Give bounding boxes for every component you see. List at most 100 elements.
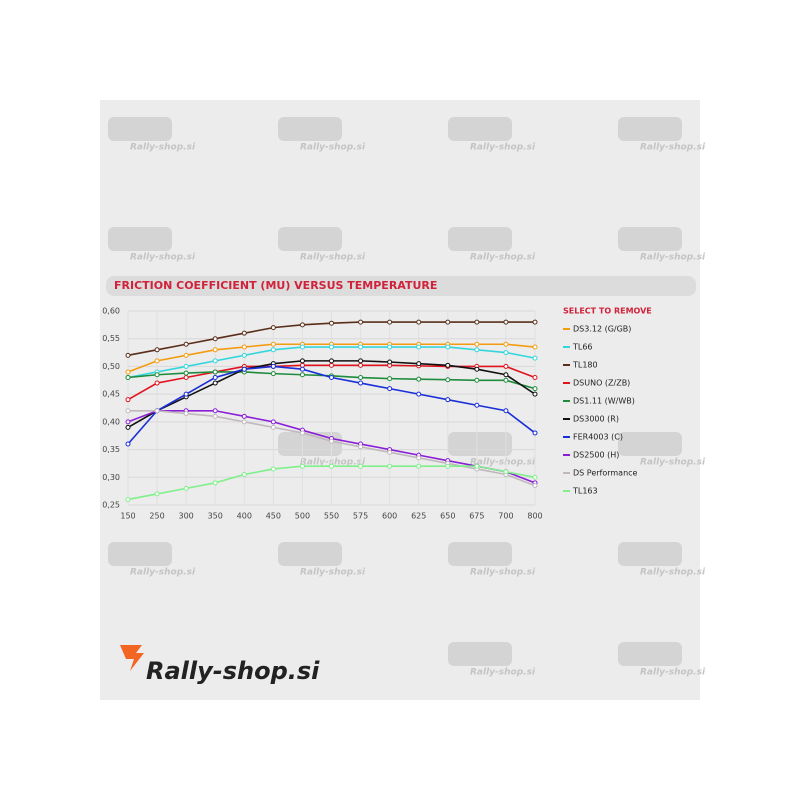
- x-tick-label: 625: [411, 512, 426, 521]
- watermark-icon: [448, 542, 512, 566]
- data-point: [387, 449, 393, 455]
- data-point: [358, 358, 364, 364]
- data-point: [125, 441, 131, 447]
- logo-icon: [120, 645, 144, 671]
- watermark-text: Rally-shop.si: [640, 458, 706, 468]
- data-point: [387, 376, 393, 382]
- data-point: [532, 344, 538, 350]
- legend-item[interactable]: TL163: [563, 487, 598, 496]
- data-point: [212, 380, 218, 386]
- watermark-text: Rally-shop.si: [640, 568, 706, 578]
- x-tick-label: 450: [266, 512, 281, 521]
- legend-item[interactable]: FER4003 (C): [563, 433, 623, 442]
- legend-item[interactable]: DS Performance: [563, 469, 638, 478]
- watermark-text: Rally-shop.si: [130, 253, 196, 263]
- watermark-text: Rally-shop.si: [300, 568, 366, 578]
- data-point: [183, 341, 189, 347]
- watermark-text: Rally-shop.si: [470, 253, 536, 263]
- x-tick-label: 700: [498, 512, 513, 521]
- legend-swatch: [563, 418, 570, 420]
- legend-item[interactable]: DS3.12 (G/GB): [563, 325, 631, 334]
- legend-item[interactable]: DS2500 (H): [563, 451, 619, 460]
- data-point: [299, 463, 305, 469]
- watermark-icon: [618, 117, 682, 141]
- data-point: [474, 377, 480, 383]
- y-tick-label: 0,55: [102, 334, 120, 343]
- data-point: [329, 362, 334, 368]
- watermark-text: Rally-shop.si: [470, 458, 536, 468]
- data-point: [212, 480, 218, 486]
- data-point: [503, 341, 509, 347]
- watermark-icon: [278, 117, 342, 141]
- y-tick-label: 0,35: [102, 445, 120, 454]
- data-point: [532, 375, 538, 381]
- data-point: [503, 372, 509, 378]
- legend-label: TL180: [572, 361, 598, 370]
- data-point: [154, 491, 160, 497]
- data-point: [387, 463, 393, 469]
- data-point: [270, 466, 276, 472]
- data-point: [270, 347, 276, 353]
- data-point: [154, 358, 160, 364]
- data-point: [299, 344, 305, 350]
- data-point: [329, 344, 334, 350]
- watermark-text: Rally-shop.si: [300, 143, 366, 153]
- x-tick-label: 650: [440, 512, 455, 521]
- data-point: [358, 319, 364, 325]
- legend-title: SELECT TO REMOVE: [563, 307, 652, 316]
- data-point: [329, 463, 334, 469]
- legend-item[interactable]: DSUNO (Z/ZB): [563, 379, 630, 388]
- watermark-icon: [448, 227, 512, 251]
- data-point: [416, 319, 422, 325]
- legend-swatch: [563, 346, 570, 348]
- legend-item[interactable]: DS1.11 (W/WB): [563, 397, 635, 406]
- data-point: [125, 496, 131, 502]
- legend-label: FER4003 (C): [573, 433, 623, 442]
- data-point: [358, 344, 364, 350]
- data-point: [445, 463, 451, 469]
- data-point: [241, 344, 247, 350]
- data-point: [445, 319, 451, 325]
- data-point: [329, 358, 334, 364]
- data-point: [416, 361, 422, 367]
- data-point: [474, 402, 480, 408]
- legend-item[interactable]: DS3000 (R): [563, 415, 619, 424]
- data-point: [503, 408, 509, 414]
- legend-label: TL66: [572, 343, 593, 352]
- watermark-text: Rally-shop.si: [130, 143, 196, 153]
- data-point: [329, 375, 334, 381]
- data-point: [358, 463, 364, 469]
- data-point: [358, 380, 364, 386]
- watermark-icon: [618, 432, 682, 456]
- data-point: [270, 363, 276, 369]
- data-point: [183, 370, 189, 376]
- data-point: [125, 408, 131, 414]
- watermark-icon: [618, 542, 682, 566]
- y-tick-label: 0,60: [102, 307, 120, 316]
- data-point: [125, 424, 131, 430]
- watermark-text: Rally-shop.si: [300, 253, 366, 263]
- watermarks: Rally-shop.si Rally-shop.si Rally-shop.si R…: [108, 117, 706, 678]
- series: [125, 363, 538, 447]
- data-point: [474, 463, 480, 469]
- watermark-text: Rally-shop.si: [640, 253, 706, 263]
- data-point: [125, 369, 131, 375]
- data-point: [299, 322, 305, 328]
- legend-label: DS1.11 (W/WB): [573, 397, 635, 406]
- data-point: [241, 419, 247, 425]
- legend-item[interactable]: TL180: [563, 361, 598, 370]
- watermark-icon: [108, 117, 172, 141]
- legend-item[interactable]: TL66: [563, 343, 593, 352]
- data-point: [416, 463, 422, 469]
- legend-swatch: [563, 400, 570, 402]
- y-tick-label: 0,50: [102, 362, 120, 371]
- data-point: [532, 391, 538, 397]
- x-tick-label: 500: [295, 512, 310, 521]
- legend-label: DS Performance: [573, 469, 638, 478]
- watermark-icon: [448, 642, 512, 666]
- data-point: [270, 419, 276, 425]
- legend-swatch: [563, 472, 570, 474]
- data-point: [445, 362, 451, 368]
- series: [125, 319, 538, 358]
- legend-swatch: [563, 328, 570, 330]
